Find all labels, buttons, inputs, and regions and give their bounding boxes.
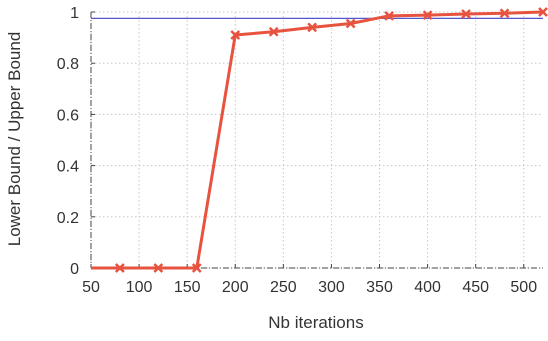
x-tick-label: 300 (318, 279, 345, 296)
marker-stroke (538, 7, 548, 17)
marker-stroke (461, 9, 471, 19)
x-tick-label: 450 (462, 279, 489, 296)
data-point-marker (384, 10, 395, 21)
marker-stroke (268, 26, 279, 37)
series-layer (91, 7, 548, 273)
marker-stroke (345, 18, 356, 29)
x-tick-label: 250 (270, 279, 297, 296)
data-point-marker (230, 30, 241, 40)
marker-stroke (499, 8, 510, 19)
x-axis-label: Nb iterations (268, 313, 363, 332)
data-point-marker (345, 18, 356, 29)
data-point-marker (538, 7, 548, 17)
marker-stroke (114, 263, 125, 273)
y-tick-label: 0.4 (57, 159, 79, 176)
axes (90, 11, 543, 269)
data-point-marker (307, 22, 318, 33)
marker-stroke (307, 22, 318, 33)
data-point-marker (499, 8, 510, 19)
data-point-marker (268, 26, 279, 37)
grid (90, 11, 543, 269)
x-tick-label: 100 (126, 279, 153, 296)
x-tick-label: 150 (174, 279, 201, 296)
tick-labels: 50 100 150 200 250 300 350 400 450 500 0 0.2 0.4 0.6 0… (57, 5, 537, 296)
y-tick-label: 0.2 (57, 210, 79, 227)
data-point-marker (422, 10, 433, 20)
marker-stroke (191, 263, 202, 273)
y-tick-label: 1 (70, 5, 79, 22)
x-tick-label: 200 (222, 279, 249, 296)
marker-stroke (422, 10, 433, 20)
data-point-marker (114, 263, 125, 273)
x-tick-label: 350 (366, 279, 393, 296)
x-tick-label: 400 (414, 279, 441, 296)
y-tick-label: 0.8 (57, 56, 79, 73)
data-point-marker (461, 9, 471, 19)
x-tick-label: 500 (510, 279, 537, 296)
data-point-marker (191, 263, 202, 273)
y-axis-label: Lower Bound / Upper Bound (5, 32, 24, 247)
y-tick-label: 0 (70, 261, 79, 278)
marker-stroke (153, 263, 164, 273)
marker-stroke (230, 30, 241, 40)
marker-stroke (384, 10, 395, 21)
y-tick-label: 0.6 (57, 107, 79, 124)
data-point-marker (153, 263, 164, 273)
x-tick-label: 50 (82, 279, 100, 296)
